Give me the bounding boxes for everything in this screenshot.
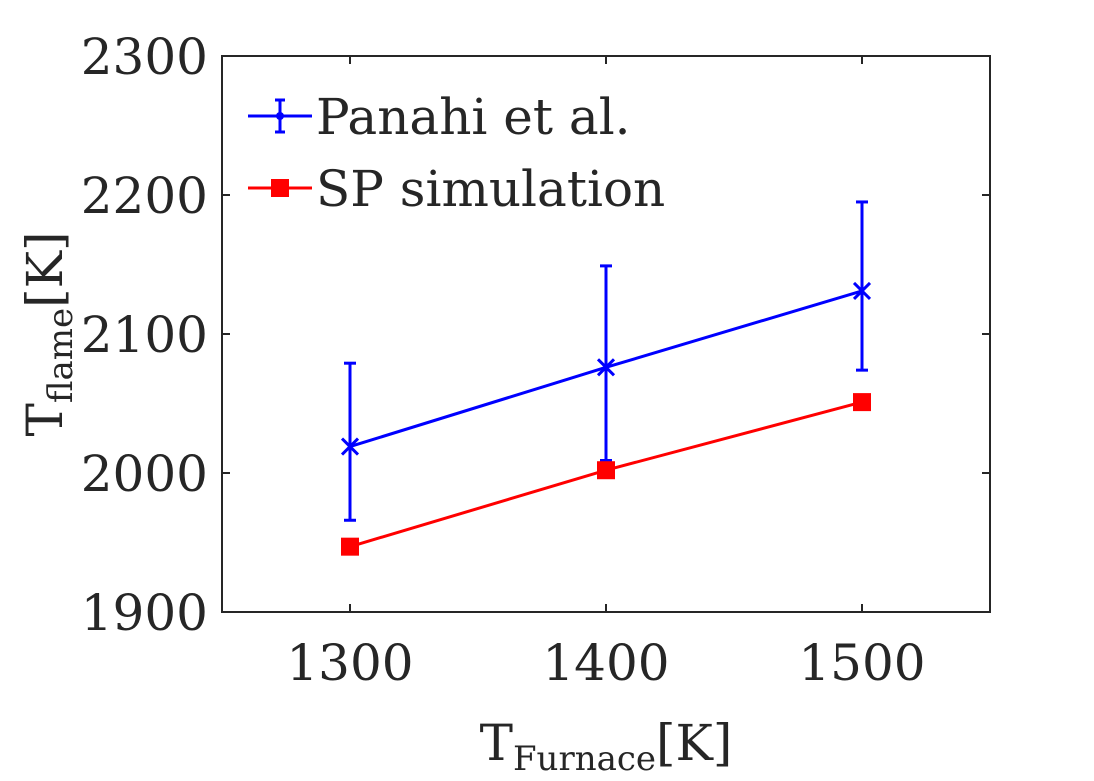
legend-marker	[271, 179, 289, 197]
data-point	[341, 537, 359, 556]
data-point	[340, 437, 360, 456]
x-tick-label: 1300	[286, 634, 413, 692]
data-point-stroke	[596, 358, 616, 377]
x-axis-title: TFurnace[K]	[480, 714, 733, 779]
y-axis-title: Tflame[K]	[16, 231, 81, 436]
legend-item: Panahi et al.	[248, 88, 631, 146]
y-tick-label: 2100	[81, 306, 208, 364]
x-tick-label: 1500	[798, 634, 925, 692]
legend-item: SP simulation	[248, 160, 665, 218]
x-axis-title-unit: [K]	[656, 714, 732, 772]
legend: Panahi et al. SP simulation	[248, 88, 665, 218]
x-axis-title-main: T	[480, 714, 513, 772]
legend-label: Panahi et al.	[316, 88, 631, 146]
data-point-stroke	[852, 281, 872, 300]
y-tick-label: 2300	[81, 28, 208, 86]
y-tick-label: 1900	[81, 584, 208, 642]
data-point	[597, 461, 615, 480]
y-tick-label: 2000	[81, 445, 208, 503]
x-tick-label: 1400	[542, 634, 669, 692]
y-axis-title-main: T	[16, 403, 74, 436]
plot-marks	[340, 200, 872, 556]
data-point	[596, 358, 616, 377]
tick-labels: 1300 1400 1500 1900 2000 2100 2200 2300	[81, 28, 926, 692]
data-point-stroke	[340, 437, 360, 456]
y-axis-title-sub: flame	[41, 308, 81, 403]
legend-label: SP simulation	[316, 160, 665, 218]
x-axis-title-sub: Furnace	[513, 739, 656, 779]
y-axis-title-unit: [K]	[16, 231, 74, 307]
y-tick-label: 2200	[81, 167, 208, 225]
axis-ticks	[222, 55, 990, 613]
legend-marker	[276, 112, 284, 120]
data-point	[852, 281, 872, 300]
data-point	[853, 393, 871, 412]
